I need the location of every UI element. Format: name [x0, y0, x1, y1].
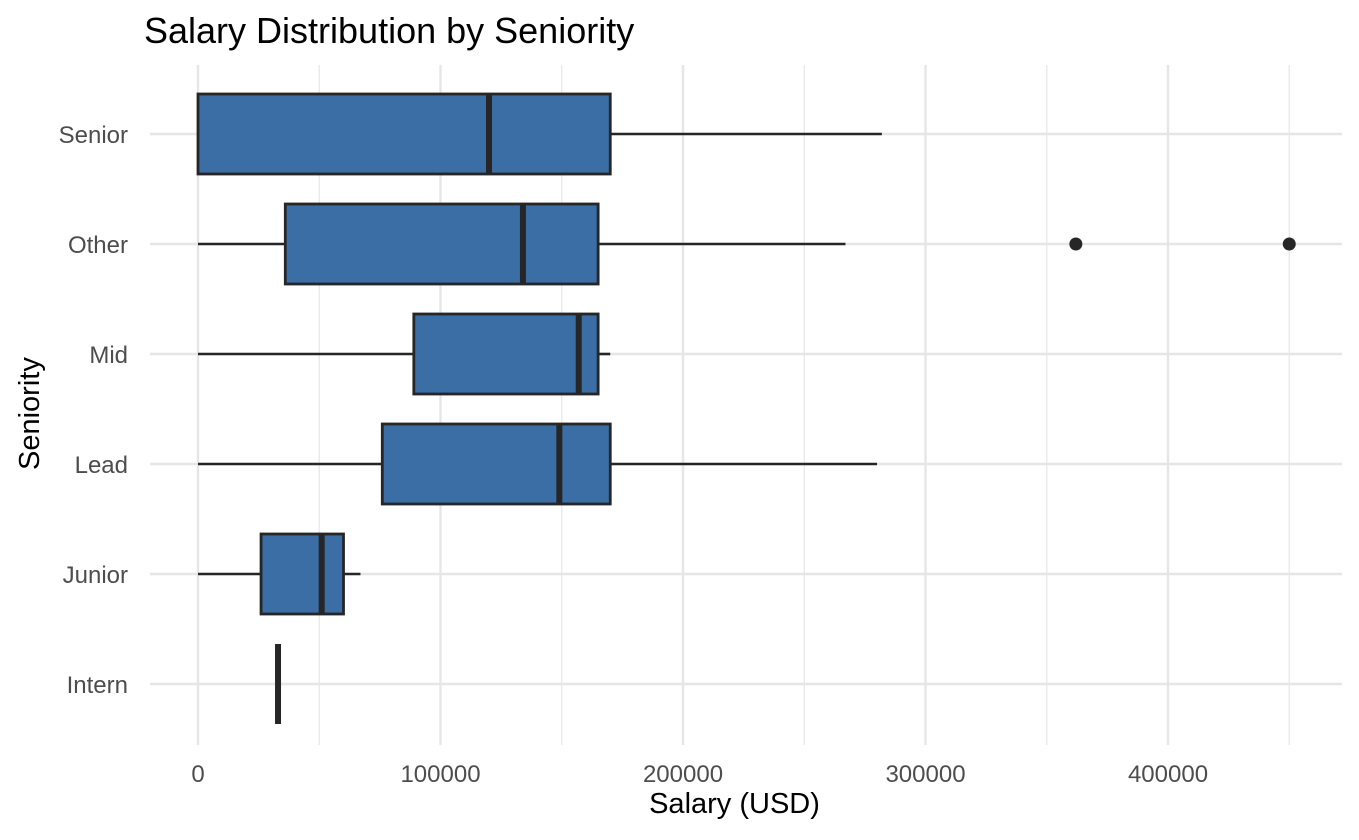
x-tick-label: 300000 [885, 761, 965, 788]
box-junior [259, 532, 345, 616]
tick-layer: Senior Other Mid Lead Junior Intern 0 100000 200… [59, 122, 1208, 788]
x-tick-label: 0 [191, 761, 204, 788]
chart-title: Salary Distribution by Seniority [144, 10, 635, 51]
y-tick-label: Lead [75, 452, 128, 479]
box-senior [196, 92, 612, 176]
x-tick-label: 200000 [643, 761, 723, 788]
outlier-point-other [1282, 237, 1296, 251]
y-axis-label: Seniority [14, 357, 46, 470]
y-tick-label: Intern [67, 672, 128, 699]
x-tick-label: 100000 [400, 761, 480, 788]
box-layer [196, 92, 1296, 724]
y-tick-label: Junior [63, 562, 128, 589]
outlier-point-other [1069, 237, 1083, 251]
y-tick-label: Senior [59, 122, 128, 149]
x-axis-label: Salary (USD) [649, 788, 820, 820]
x-tick-label: 400000 [1128, 761, 1208, 788]
y-tick-label: Mid [89, 342, 128, 369]
box-mid [412, 312, 600, 396]
y-tick-label: Other [68, 232, 128, 259]
box-lead [380, 422, 612, 506]
box-other [283, 202, 600, 286]
